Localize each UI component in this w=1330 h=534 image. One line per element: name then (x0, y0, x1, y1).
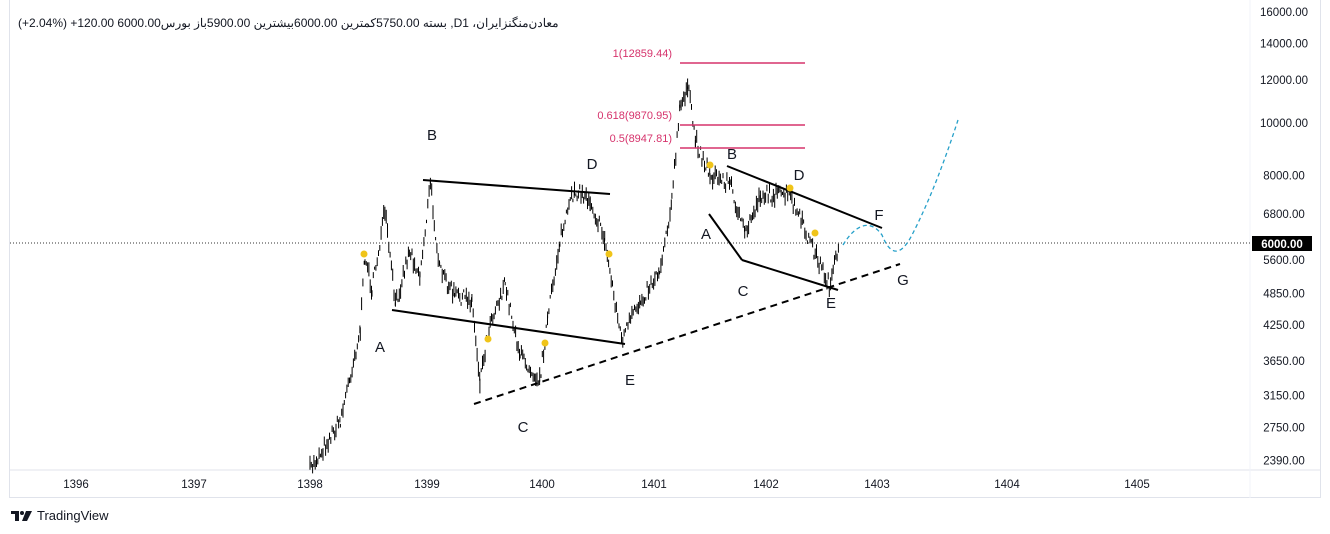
wave-label-a1: A (375, 339, 385, 356)
projection-path[interactable] (842, 119, 959, 252)
price-tick-label: 4850.00 (1263, 289, 1305, 301)
time-tick-label: 1397 (181, 479, 207, 491)
symbol-header: (+2.04%) +120.00 6000.00بسته 5750.00کمتر… (18, 16, 559, 30)
pivot-dot (605, 250, 613, 258)
current-price-label: 6000.00 (1261, 239, 1303, 251)
price-tick-label: 5600.00 (1263, 255, 1305, 267)
pivot-dot (811, 229, 819, 237)
time-tick-label: 1403 (864, 479, 890, 491)
time-tick-label: 1404 (994, 479, 1020, 491)
chart-frame (9, 0, 1321, 498)
fib-label-1: 1(12859.44) (613, 48, 672, 60)
pattern-lines[interactable] (391, 165, 901, 405)
price-tick-label: 4250.00 (1263, 320, 1305, 332)
price-tick-label: 10000.00 (1260, 118, 1308, 130)
price-tick-label: 6800.00 (1263, 209, 1305, 221)
symbol-header-text: (+2.04%) (18, 16, 71, 30)
fib-label-0618: 0.618(9870.95) (597, 110, 672, 122)
trendline-leg-right (708, 213, 743, 261)
time-tick-label: 1398 (297, 479, 323, 491)
price-tick-label: 2750.00 (1263, 423, 1305, 435)
wave-label-c1: C (518, 419, 529, 436)
wave-label-e2: E (826, 295, 836, 312)
tradingview-logo-icon (11, 510, 32, 521)
time-tick-label: 1401 (641, 479, 667, 491)
price-tick-label: 8000.00 (1263, 171, 1305, 183)
trendline-lower-right (741, 259, 839, 291)
time-tick-label: 1405 (1124, 479, 1150, 491)
wave-label-a2: A (701, 226, 711, 243)
price-tick-label: 2390.00 (1263, 456, 1305, 468)
pivot-dot (360, 250, 368, 258)
trendline-lower-left (391, 309, 626, 345)
price-change: +120.00 (70, 16, 115, 30)
time-tick-label: 1399 (414, 479, 440, 491)
time-tick-label: 1400 (529, 479, 555, 491)
price-tick-label: 12000.00 (1260, 75, 1308, 87)
tradingview-logo[interactable]: TradingView (11, 508, 109, 523)
wave-label-f: F (874, 207, 883, 224)
price-tick-label: 3150.00 (1263, 391, 1305, 403)
price-chart[interactable]: 16000.00 14000.00 12000.00 10000.00 8000.00 6… (0, 0, 1330, 500)
pivot-dot (786, 184, 794, 192)
wave-label-b1: B (427, 127, 437, 144)
wave-label-c2: C (738, 283, 749, 300)
symbol-header-rest: 6000.00بسته 5750.00کمترین 6000.00بیشترین… (114, 16, 559, 30)
price-tick-label: 3650.00 (1263, 356, 1305, 368)
pivot-dot (706, 161, 714, 169)
wave-label-d2: D (794, 167, 805, 184)
trendline-upper-left (422, 179, 611, 195)
fib-lines[interactable] (680, 62, 805, 149)
time-tick-label: 1402 (753, 479, 779, 491)
fib-label-05: 0.5(8947.81) (610, 133, 672, 145)
wave-label-e1: E (625, 372, 635, 389)
wave-label-d1: D (587, 156, 598, 173)
pivot-dots (360, 161, 819, 347)
price-tick-label: 14000.00 (1260, 39, 1308, 51)
pivot-dot (484, 335, 492, 343)
time-tick-label: 1396 (63, 479, 89, 491)
current-price-badge (1252, 236, 1312, 251)
price-tick-label: 16000.00 (1260, 7, 1308, 19)
brand-name: TradingView (37, 508, 109, 523)
pivot-dot (541, 339, 549, 347)
price-series (309, 78, 839, 474)
wave-label-g: G (897, 272, 909, 289)
trendline-upper-right (726, 165, 883, 229)
wave-label-b2: B (727, 146, 737, 163)
